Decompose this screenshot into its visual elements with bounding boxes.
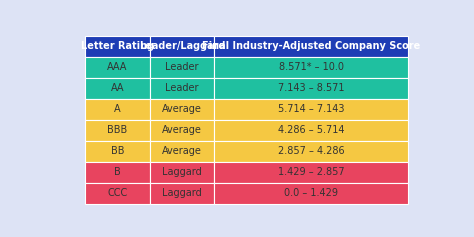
Bar <box>85 162 150 183</box>
Bar <box>214 36 408 57</box>
Bar <box>150 183 214 204</box>
Text: Laggard: Laggard <box>162 188 202 198</box>
Text: 8.571* – 10.0: 8.571* – 10.0 <box>279 62 344 72</box>
Text: AAA: AAA <box>107 62 128 72</box>
Bar <box>85 120 150 141</box>
Text: Leader: Leader <box>165 83 199 93</box>
Text: Leader: Leader <box>165 62 199 72</box>
Text: Letter Rating: Letter Rating <box>81 41 154 51</box>
Bar <box>214 78 408 99</box>
Text: AA: AA <box>110 83 124 93</box>
Text: Final Industry-Adjusted Company Score: Final Industry-Adjusted Company Score <box>202 41 420 51</box>
Bar <box>214 141 408 162</box>
Text: BB: BB <box>110 146 124 156</box>
Text: 5.714 – 7.143: 5.714 – 7.143 <box>278 104 345 114</box>
Text: Leader/Laggard: Leader/Laggard <box>139 41 225 51</box>
Text: 0.0 – 1.429: 0.0 – 1.429 <box>284 188 338 198</box>
Bar <box>150 120 214 141</box>
Text: 2.857 – 4.286: 2.857 – 4.286 <box>278 146 345 156</box>
Bar <box>85 78 150 99</box>
Bar <box>150 99 214 120</box>
Text: Average: Average <box>162 104 202 114</box>
Text: BBB: BBB <box>107 125 128 135</box>
Bar <box>150 36 214 57</box>
Bar <box>150 141 214 162</box>
Bar <box>85 183 150 204</box>
Text: Laggard: Laggard <box>162 167 202 177</box>
Bar <box>85 36 150 57</box>
Bar <box>214 120 408 141</box>
Bar <box>214 57 408 78</box>
Text: CCC: CCC <box>107 188 128 198</box>
Text: Average: Average <box>162 146 202 156</box>
Bar <box>85 99 150 120</box>
Bar <box>214 162 408 183</box>
Bar <box>150 57 214 78</box>
Bar <box>150 162 214 183</box>
Bar <box>85 57 150 78</box>
Text: 7.143 – 8.571: 7.143 – 8.571 <box>278 83 345 93</box>
Bar <box>214 183 408 204</box>
Text: A: A <box>114 104 120 114</box>
Text: Average: Average <box>162 125 202 135</box>
Text: B: B <box>114 167 121 177</box>
Bar <box>150 78 214 99</box>
Text: 4.286 – 5.714: 4.286 – 5.714 <box>278 125 345 135</box>
Text: 1.429 – 2.857: 1.429 – 2.857 <box>278 167 345 177</box>
Bar <box>85 141 150 162</box>
Bar <box>214 99 408 120</box>
